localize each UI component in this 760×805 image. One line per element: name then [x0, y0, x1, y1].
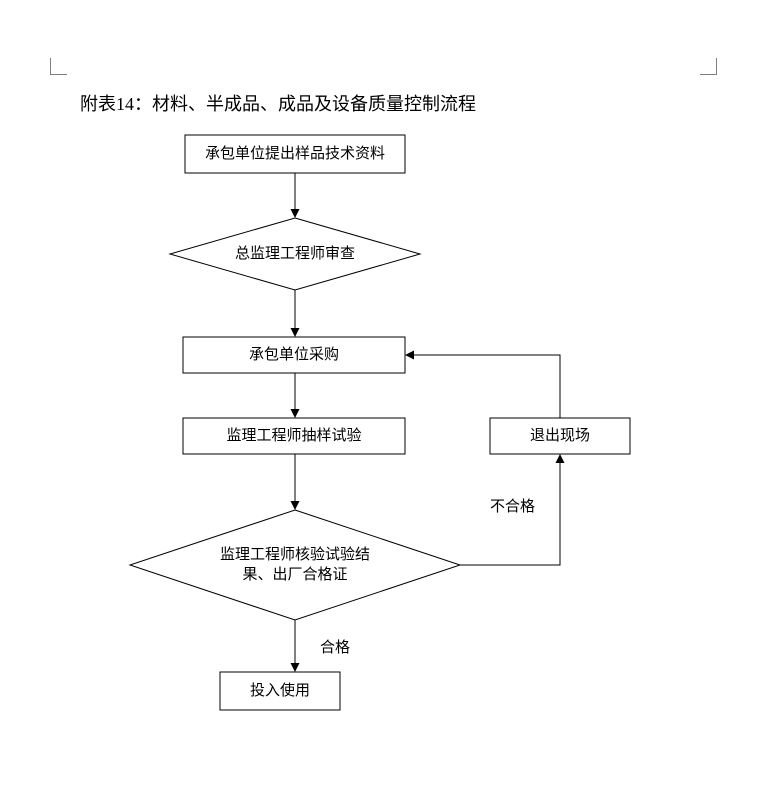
flow-node-n7: 退出现场 [490, 418, 630, 454]
flow-node-n1: 承包单位提出样品技术资料 [185, 135, 405, 173]
flow-node-n5: 监理工程师核验试验结 果、出厂合格证 [130, 510, 460, 620]
flow-edge-label-5: 不合格 [490, 495, 535, 516]
flow-node-n3: 承包单位采购 [183, 337, 405, 373]
flow-node-n2: 总监理工程师审查 [170, 218, 420, 290]
flow-edge-label-4: 合格 [320, 636, 350, 657]
flow-node-n4: 监理工程师抽样试验 [183, 418, 405, 454]
flow-node-n6: 投入使用 [220, 672, 340, 710]
page-root: { "canvas": { "width": 760, "height": 80… [0, 0, 760, 805]
flowchart-svg [0, 0, 760, 805]
